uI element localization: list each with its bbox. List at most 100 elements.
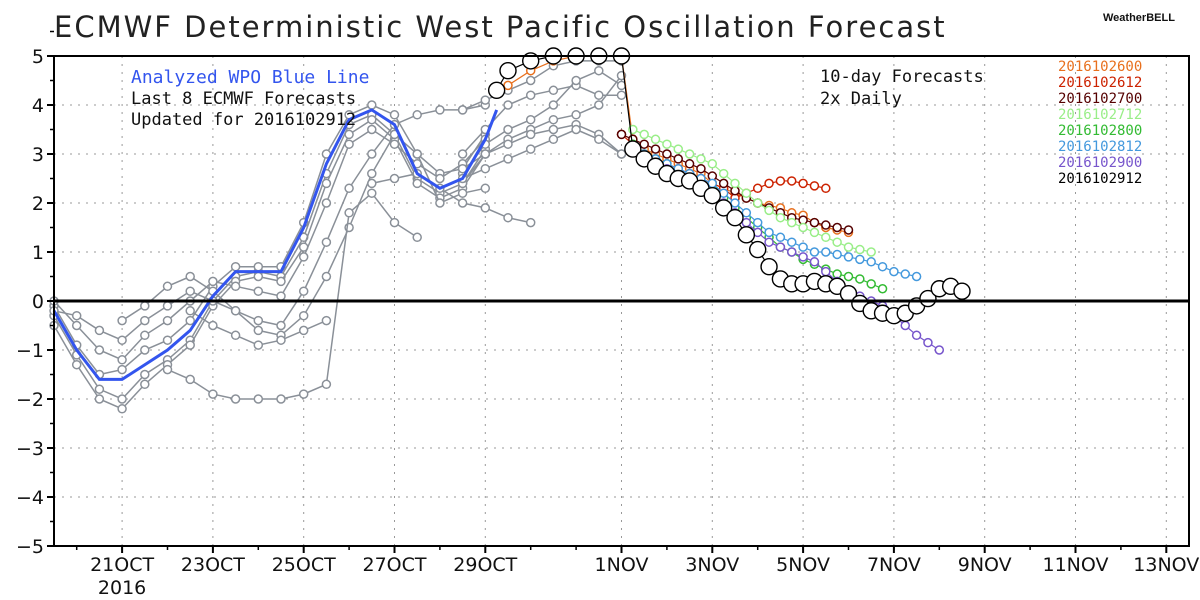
historical-run-point (367, 124, 377, 135)
forecast-run-point (741, 188, 752, 198)
historical-run-point (367, 149, 377, 159)
latest-run-point (714, 199, 733, 217)
x-tick-label: 7NOV (867, 554, 921, 576)
x-tick-label: 1NOV (595, 554, 649, 576)
forecast-run-point (639, 129, 649, 140)
historical-run-point (457, 105, 468, 115)
historical-run-point (412, 232, 422, 243)
historical-run-point (276, 276, 286, 287)
historical-run-point (367, 168, 377, 179)
y-tick-label: −1 (16, 340, 44, 362)
historical-run-point (457, 149, 468, 159)
historical-run-point (140, 345, 150, 355)
forecast-run-point (832, 249, 842, 260)
forecast-run-point (730, 198, 740, 208)
forecast-run-point (650, 134, 661, 145)
forecast-run-point (923, 337, 933, 348)
forecast-run-point (503, 80, 513, 91)
forecast-run-point (798, 252, 808, 262)
analyzed-line-layer (52, 108, 499, 381)
historical-run-point (389, 173, 400, 184)
x-tick-label: 9NOV (958, 554, 1012, 576)
historical-run-point (503, 124, 513, 135)
forecast-run-point (673, 144, 683, 154)
historical-run-point (367, 100, 377, 110)
historical-run-point (117, 404, 127, 414)
chart-title: ECMWF Deterministic West Pacific Oscilla… (54, 10, 947, 44)
forecast-run-point (730, 178, 740, 189)
historical-run-line (53, 104, 486, 376)
historical-run-point (253, 325, 264, 336)
x-tick-label: 21OCT (90, 554, 154, 576)
latest-run-point (737, 226, 756, 244)
historical-run-point (298, 252, 309, 262)
forecast-run-point (866, 257, 876, 267)
x-tick-label: 23OCT (181, 554, 245, 576)
historical-run-point (367, 178, 377, 189)
historical-run-point (208, 320, 218, 331)
x-tick-year-label: 2016 (98, 577, 146, 599)
historical-run-point (480, 203, 491, 213)
forecast-run-point (911, 271, 922, 282)
forecast-run-point (934, 345, 945, 355)
y-tick-label: 2 (32, 193, 44, 215)
historical-run-point (276, 320, 286, 331)
historical-run-point (548, 124, 559, 135)
legend-entry: 2016102812 (1058, 139, 1142, 155)
historical-run-point (344, 208, 354, 218)
latest-run-point (499, 61, 517, 80)
historical-run-point (185, 306, 195, 316)
forecast-run-point (662, 149, 672, 159)
forecast-run-point (900, 269, 910, 279)
historical-run-point (594, 100, 604, 110)
historical-run-point (162, 315, 173, 326)
forecast-run-point (787, 247, 797, 257)
historical-run-point (94, 384, 105, 394)
legend-entry: 2016102712 (1058, 107, 1142, 123)
forecast-run-point (866, 247, 876, 257)
historical-run-line (53, 104, 486, 342)
historical-run-point (230, 394, 241, 404)
historical-run-point (94, 345, 105, 355)
forecast-run-point (821, 220, 831, 230)
historical-run-point (412, 149, 422, 159)
historical-run-point (435, 105, 445, 115)
historical-run-point (344, 183, 354, 194)
forecast-run-point (809, 227, 820, 238)
historical-run-point (457, 188, 468, 198)
historical-run-point (162, 301, 173, 311)
forecast-run-point (764, 237, 774, 247)
y-tick-label: −5 (16, 536, 44, 558)
historical-run-point (389, 110, 400, 120)
historical-run-point (344, 129, 354, 140)
historical-run-point (412, 110, 422, 120)
historical-run-point (276, 335, 286, 345)
historical-run-point (253, 261, 264, 272)
latest-run-point (919, 289, 937, 308)
forecast-run-point (684, 159, 695, 169)
legend-entry: 2016102800 (1058, 123, 1142, 139)
forecast-run-point (877, 261, 888, 272)
forecast-run-point (798, 242, 808, 252)
historical-run-point (298, 310, 309, 321)
forecast-run-point (707, 178, 718, 189)
latest-run-point (726, 208, 744, 227)
forecast-run-point (798, 222, 808, 233)
historical-run-point (503, 212, 513, 223)
forecast-run-point (650, 144, 661, 154)
forecast-run-point (832, 222, 842, 233)
forecast-run-point (775, 232, 786, 243)
y-tick-label: −3 (16, 438, 44, 460)
historical-run-point (321, 315, 332, 326)
latest-run-point (749, 240, 767, 259)
forecast-run-point (696, 163, 706, 174)
forecast-run-point (775, 176, 786, 186)
historical-run-point (140, 379, 150, 390)
forecast-run-line (507, 55, 849, 233)
historical-run-point (298, 286, 309, 296)
forecast-run-point (684, 149, 695, 159)
forecast-run-point (775, 242, 786, 252)
historical-run-point (389, 139, 400, 149)
historical-run-point (94, 325, 105, 336)
forecast-run-point (866, 279, 876, 289)
